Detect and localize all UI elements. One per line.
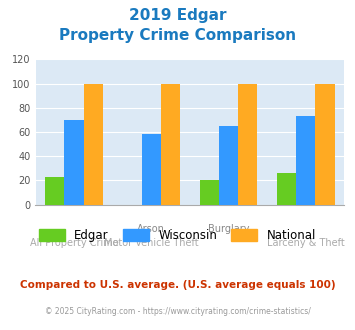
Bar (200, 181, 219, 205)
Bar (161, 83, 180, 205)
Text: Property Crime Comparison: Property Crime Comparison (59, 28, 296, 43)
Bar (238, 83, 257, 205)
Bar (315, 83, 335, 205)
Bar (296, 116, 315, 205)
Text: Burglary: Burglary (208, 224, 249, 234)
Bar (277, 173, 296, 205)
Bar (65, 120, 84, 205)
Bar (219, 126, 238, 205)
Text: Arson: Arson (137, 224, 165, 234)
Bar (142, 134, 161, 205)
Text: All Property Crime: All Property Crime (30, 238, 119, 248)
Bar (84, 83, 103, 205)
Text: © 2025 CityRating.com - https://www.cityrating.com/crime-statistics/: © 2025 CityRating.com - https://www.city… (45, 307, 310, 316)
Text: 2019 Edgar: 2019 Edgar (129, 8, 226, 23)
Bar (45, 177, 65, 205)
Text: Larceny & Theft: Larceny & Theft (267, 238, 345, 248)
Legend: Edgar, Wisconsin, National: Edgar, Wisconsin, National (34, 224, 321, 247)
Text: Compared to U.S. average. (U.S. average equals 100): Compared to U.S. average. (U.S. average … (20, 280, 335, 290)
Text: Motor Vehicle Theft: Motor Vehicle Theft (104, 238, 199, 248)
